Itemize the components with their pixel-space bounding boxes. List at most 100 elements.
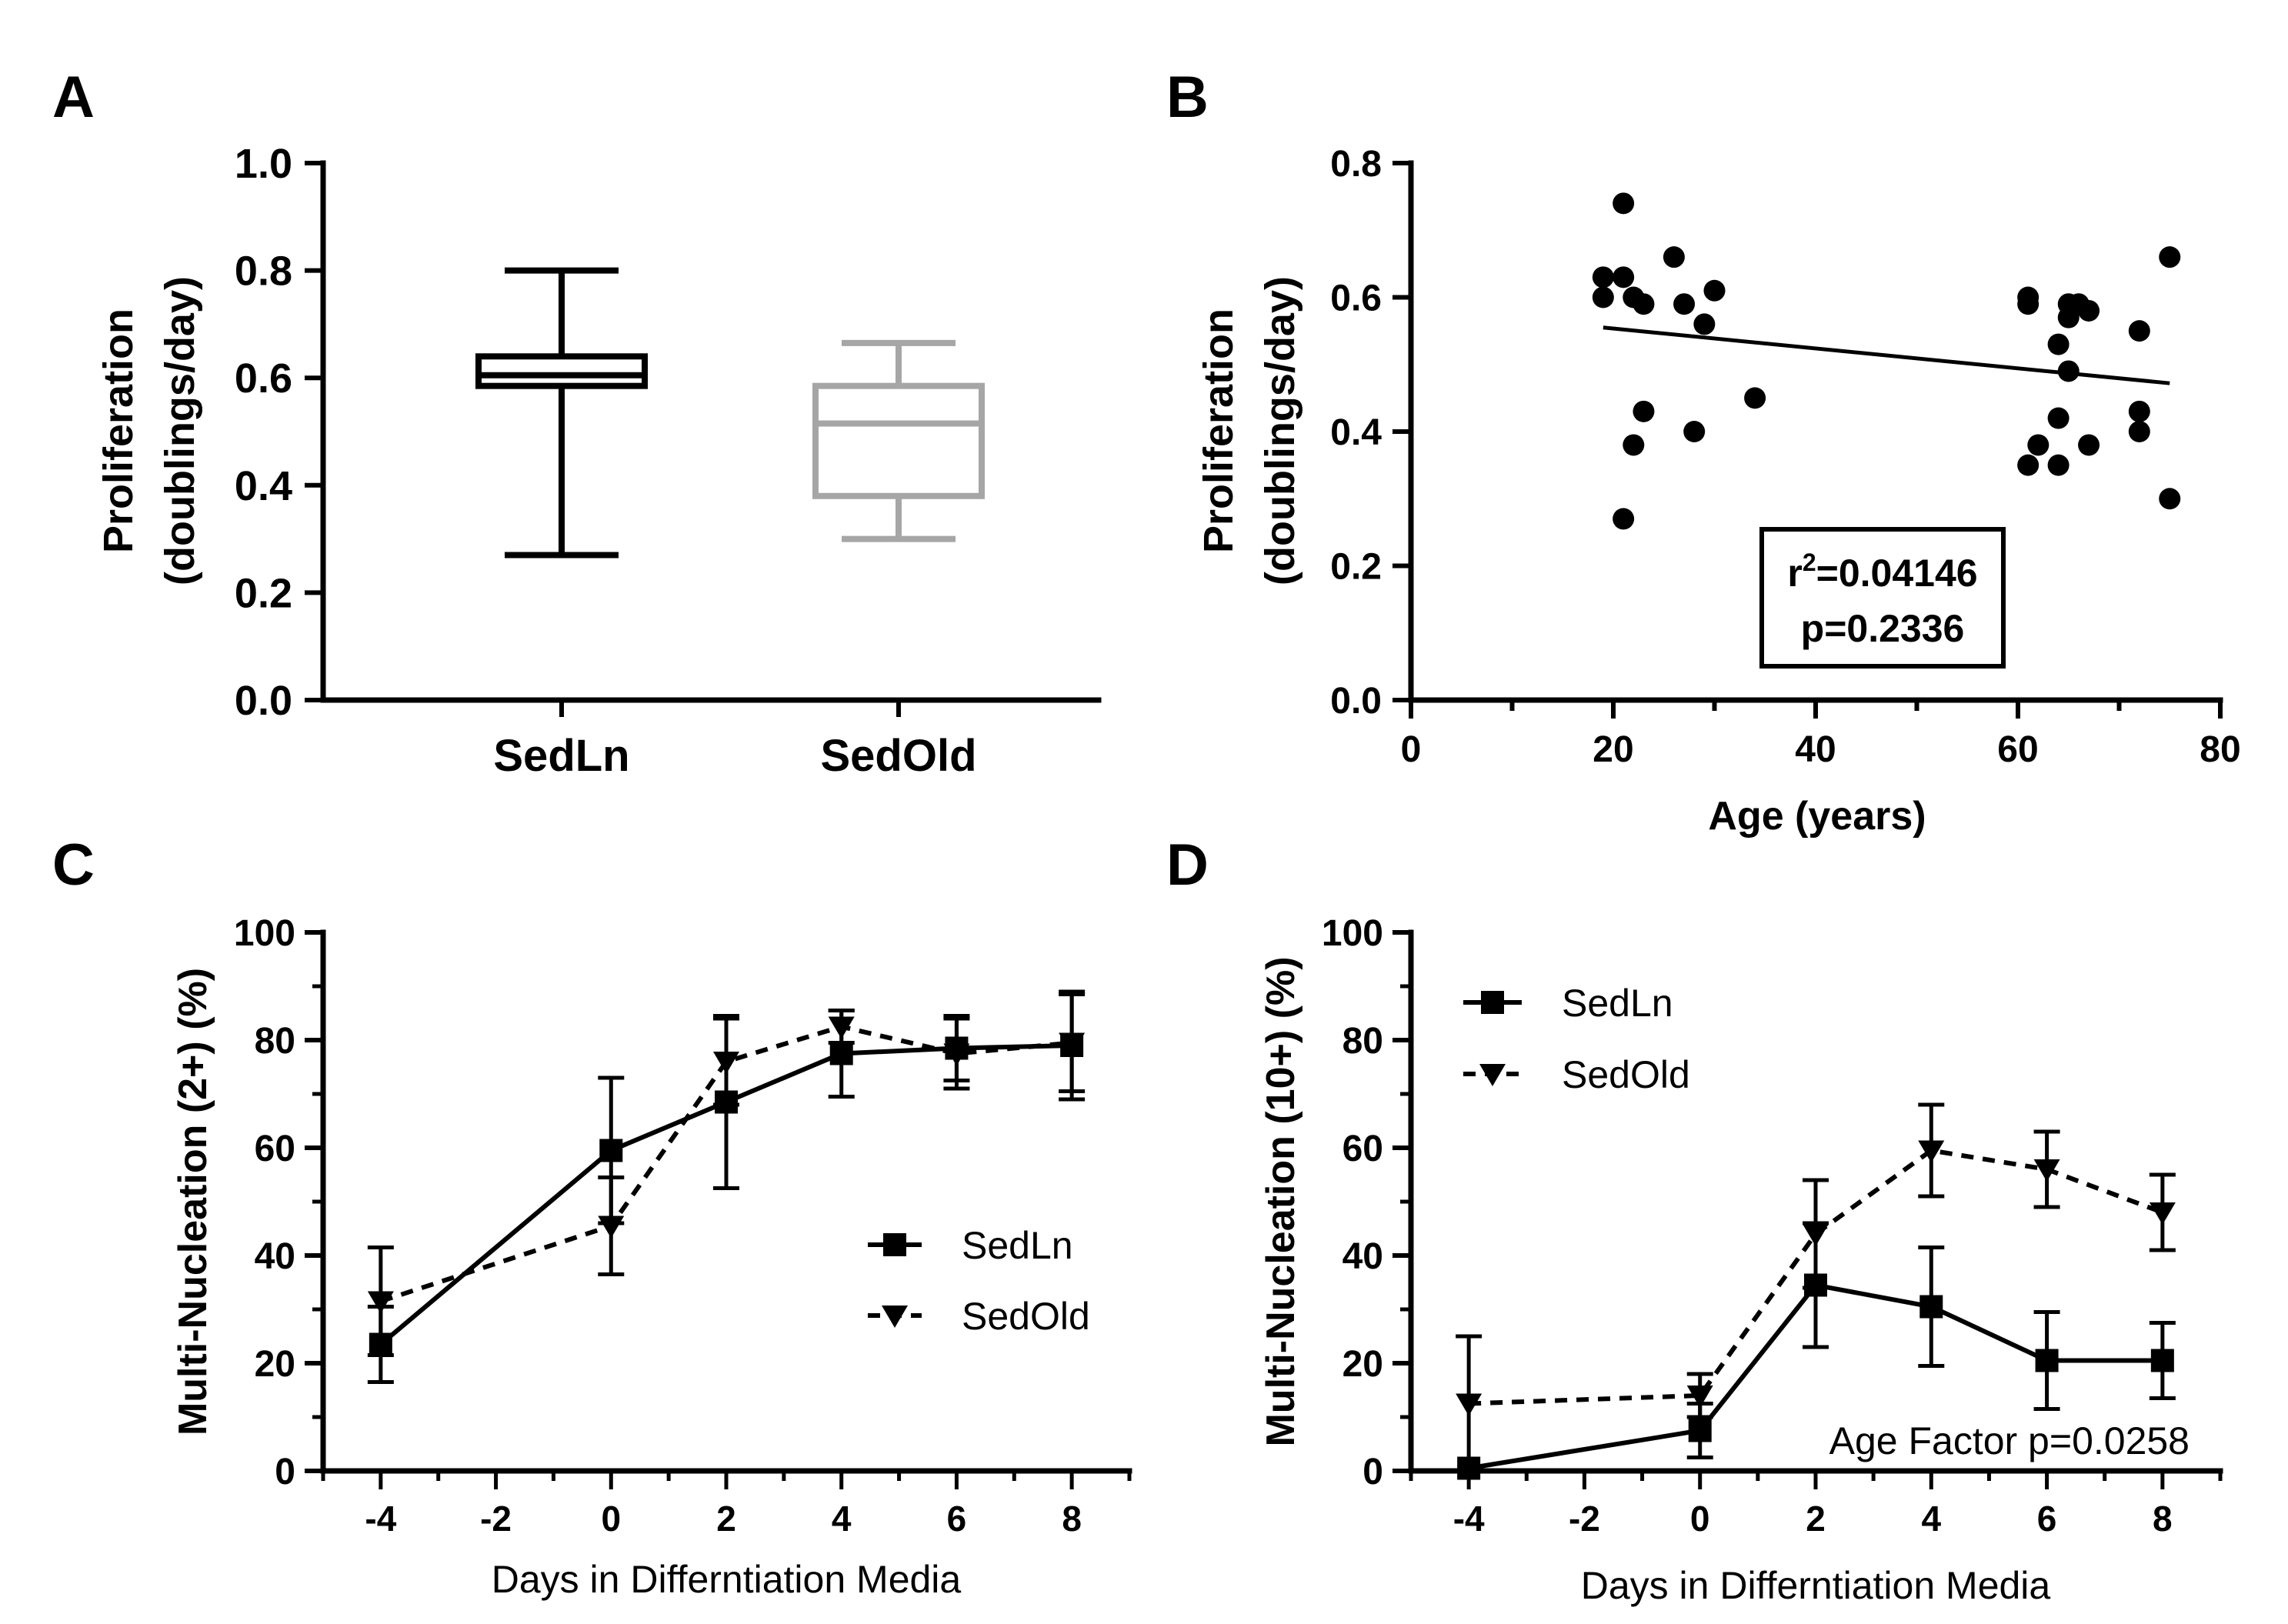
y-tick-label: 1.0 (235, 141, 292, 187)
scatter-point (1673, 293, 1696, 315)
panel-b-ylabel-line1: Proliferation (1196, 308, 1242, 553)
series-line-sedln (1468, 1282, 2163, 1471)
y-tick-label: 0.2 (235, 570, 292, 616)
scatter-point (2047, 454, 2070, 476)
scatter-point (1623, 434, 1645, 456)
panel-b-chart: 0.0 0.2 0.4 0.6 0.8 0 20 40 60 80 r2=0.04146 p=0.… (1196, 144, 2241, 839)
y-tick-label: 40 (255, 1236, 295, 1277)
y-tick-label: 80 (1342, 1021, 1383, 1062)
x-tick-label: -4 (1453, 1499, 1485, 1539)
scatter-point (2159, 488, 2181, 510)
legend-label-sedold: SedOld (1562, 1053, 1690, 1096)
data-point-triangle (1918, 1140, 1945, 1163)
x-tick-label: 6 (947, 1499, 967, 1539)
panel-c-chart: 0 20 40 60 80 100 -4 -2 0 2 4 6 8 SedLn SedOld Days … (171, 913, 1132, 1601)
panel-label-d: D (1166, 832, 1209, 898)
data-point-triangle (1803, 1224, 1829, 1246)
data-point-triangle (1059, 1032, 1086, 1055)
panel-a-ylabel-line2: (doublings/day) (157, 276, 203, 585)
x-tick-label: 0 (1401, 729, 1422, 770)
x-tick-label: 0 (601, 1499, 621, 1539)
box-iqr (475, 353, 648, 389)
data-point-triangle (1686, 1386, 1713, 1408)
data-point-square (1688, 1419, 1712, 1442)
data-point-triangle (598, 1215, 625, 1239)
x-tick-label: 2 (1806, 1499, 1826, 1539)
scatter-point (2128, 320, 2150, 342)
y-tick-label: 0.6 (1330, 278, 1382, 319)
panel-label-a: A (52, 65, 95, 130)
y-tick-label: 0.4 (235, 463, 292, 509)
scatter-point (1613, 192, 1635, 215)
x-tick-label: 2 (716, 1499, 736, 1539)
y-tick-label: 40 (1342, 1236, 1383, 1277)
data-point-square (2035, 1349, 2059, 1372)
x-tick-label: -2 (1569, 1499, 1600, 1539)
y-tick-label: 0.8 (235, 248, 292, 295)
scatter-point (2078, 434, 2100, 456)
y-tick-label: 20 (1342, 1344, 1383, 1385)
scatter-point (2057, 360, 2080, 382)
x-tick-label: -2 (480, 1499, 512, 1539)
legend-label-sedold: SedOld (962, 1295, 1090, 1338)
panel-d-ylabel: Multi-Nucleation (10+) (%) (1259, 956, 1303, 1446)
stats-box (1759, 527, 2006, 669)
scatter-point (1744, 387, 1766, 409)
data-point-triangle (713, 1052, 739, 1074)
panel-a-ylabel-line1: Proliferation (95, 308, 142, 553)
y-tick-label: 100 (1322, 913, 1383, 954)
y-tick-label: 0 (1362, 1452, 1383, 1492)
legend-marker-sedln (1481, 991, 1504, 1014)
x-tick-label: 6 (2037, 1499, 2057, 1539)
legend-marker-sedold (882, 1306, 908, 1328)
scatter-point (2078, 299, 2100, 322)
series-line-sedln (379, 1043, 1072, 1346)
panel-label-b: B (1166, 65, 1209, 130)
legend-label-sedln: SedLn (962, 1224, 1073, 1267)
panel-d-legend: SedLn SedOld (1463, 982, 1690, 1096)
panel-d-xlabel: Days in Differntiation Media (1581, 1564, 2051, 1607)
scatter-point (1613, 266, 1635, 288)
series-line-sedold (379, 1024, 1072, 1304)
data-point-square (1919, 1295, 1943, 1319)
y-tick-label: 60 (255, 1129, 295, 1169)
x-category-label: SedLn (493, 731, 629, 781)
regression-line (1603, 325, 2170, 385)
panel-c-ylabel: Multi-Nucleation (2+) (%) (171, 968, 215, 1436)
series-line-sedold (1469, 1148, 2163, 1406)
x-tick-label: 4 (1921, 1499, 1941, 1539)
x-tick-label: 4 (832, 1499, 852, 1539)
x-tick-label: 80 (2200, 729, 2240, 770)
scatter-point (2128, 421, 2150, 442)
x-tick-label: 60 (1997, 729, 2038, 770)
data-point-triangle (1456, 1393, 1483, 1416)
data-point-square (599, 1139, 623, 1162)
scatter-point (2047, 407, 2070, 429)
x-tick-label: 40 (1795, 729, 1836, 770)
scatter-point (1633, 400, 1655, 422)
y-tick-label: 0.0 (1330, 681, 1382, 722)
y-tick-label: 0.4 (1330, 412, 1382, 453)
data-point-triangle (2149, 1202, 2176, 1225)
panel-b-xlabel: Age (years) (1708, 794, 1926, 839)
scatter-point (1633, 293, 1655, 315)
panel-a-chart: 0.0 0.2 0.4 0.6 0.8 1.0 SedLn SedOld Prolifera… (95, 141, 1102, 781)
data-point-triangle (2033, 1159, 2060, 1182)
scatter-point (2128, 400, 2150, 422)
y-tick-label: 0.2 (1330, 547, 1382, 588)
y-tick-label: 0 (275, 1452, 295, 1492)
panel-label-c: C (52, 832, 95, 898)
scatter-point (2027, 434, 2050, 456)
x-tick-label: -4 (365, 1499, 396, 1539)
y-tick-label: 60 (1342, 1129, 1383, 1169)
scatter-point (1613, 508, 1635, 530)
scatter-point (1703, 279, 1726, 302)
scatter-point (2017, 293, 2040, 315)
x-tick-label: 20 (1593, 729, 1633, 770)
data-point-square (829, 1042, 853, 1065)
scatter-point (1592, 286, 1614, 308)
age-factor-annotation: Age Factor p=0.0258 (1829, 1419, 2190, 1462)
scatter-point (2159, 246, 2181, 268)
stats-p: p=0.2336 (1801, 607, 1965, 650)
